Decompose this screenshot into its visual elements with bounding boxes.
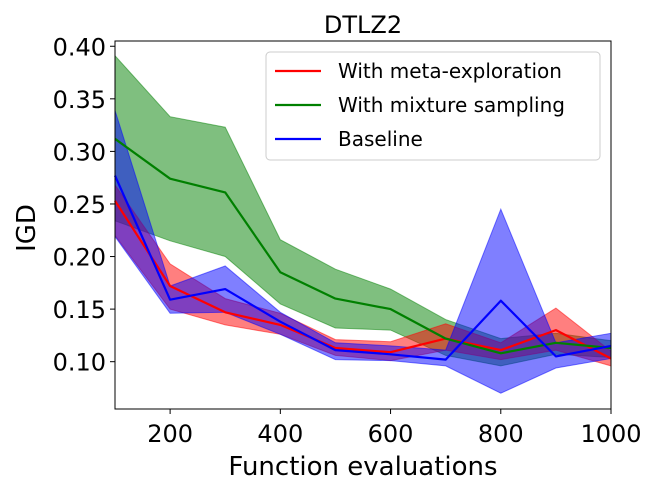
y-tick-label: 0.30 xyxy=(53,138,106,166)
legend: With meta-exploration With mixture sampli… xyxy=(265,51,601,161)
legend-label-baseline: Baseline xyxy=(338,127,423,151)
legend-label-with-mixture-sampling: With mixture sampling xyxy=(338,93,565,117)
chart-title: DTLZ2 xyxy=(324,11,402,39)
y-tick-label: 0.15 xyxy=(53,296,106,324)
x-tick-label: 400 xyxy=(257,420,303,448)
legend-label-with-meta-exploration: With meta-exploration xyxy=(338,59,562,83)
x-tick-label: 600 xyxy=(368,420,414,448)
y-tick-label: 0.35 xyxy=(53,86,106,114)
x-tick-label: 200 xyxy=(147,420,193,448)
y-tick-label: 0.25 xyxy=(53,191,106,219)
x-tick-label: 800 xyxy=(478,420,524,448)
series-lines xyxy=(113,137,612,361)
line-baseline xyxy=(113,175,612,361)
y-tick-label: 0.40 xyxy=(53,33,106,61)
x-tick-label: 1000 xyxy=(580,420,641,448)
y-tick-label: 0.20 xyxy=(53,244,106,272)
legend-box xyxy=(265,51,601,161)
line-with-mixture-sampling xyxy=(114,137,612,355)
x-axis-label: Function evaluations xyxy=(228,452,497,482)
y-axis-label: IGD xyxy=(12,204,42,252)
axes: 200 400 600 800 1000 0.10 0.15 0.20 0.25 0.30 0.35… xyxy=(53,33,642,448)
y-tick-label: 0.10 xyxy=(53,349,106,377)
plot-frame xyxy=(114,40,612,410)
line-with-meta-exploration xyxy=(114,200,612,360)
